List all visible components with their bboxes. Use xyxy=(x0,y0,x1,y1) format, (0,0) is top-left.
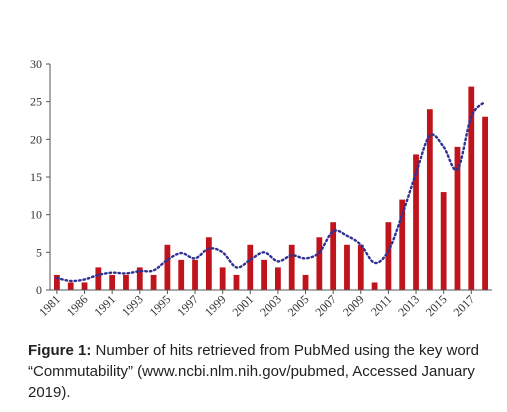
bar xyxy=(426,109,433,290)
x-tick-label: 2003 xyxy=(257,292,284,319)
x-tick-label: 2015 xyxy=(423,292,450,319)
bar xyxy=(54,274,60,290)
bar xyxy=(150,274,157,290)
y-tick-label: 25 xyxy=(30,95,42,109)
bar xyxy=(330,222,337,290)
y-tick-label: 20 xyxy=(30,132,42,146)
bar xyxy=(371,282,378,290)
bar xyxy=(316,237,323,290)
x-tick-label: 2011 xyxy=(368,292,395,319)
bar xyxy=(454,146,461,290)
bar xyxy=(192,259,198,290)
bar xyxy=(385,222,392,290)
x-tick-label: 2017 xyxy=(451,292,478,319)
bar xyxy=(178,259,185,290)
x-tick-label: 1993 xyxy=(119,292,146,319)
bar xyxy=(482,116,488,290)
bar xyxy=(219,267,226,290)
x-tick-label: 2005 xyxy=(285,292,312,319)
bar xyxy=(261,259,267,290)
bars xyxy=(54,86,488,290)
x-axis: 1981 1986 1991 1993 1995 1997 1999 2001 2003 2005… xyxy=(36,289,492,319)
y-tick-label: 5 xyxy=(36,245,42,259)
bar xyxy=(344,244,350,290)
x-tick-label: 2007 xyxy=(312,292,339,319)
trendline xyxy=(55,100,487,283)
bar xyxy=(233,274,240,290)
bar xyxy=(95,267,102,290)
bar xyxy=(136,267,143,290)
bar xyxy=(357,244,364,290)
y-tick-label: 30 xyxy=(30,57,42,71)
x-tick-label: 2001 xyxy=(230,292,257,319)
bar xyxy=(288,244,295,290)
trendline-path xyxy=(55,100,487,283)
bar xyxy=(302,274,309,290)
bar xyxy=(440,192,447,290)
bar xyxy=(123,274,129,290)
y-tick-label: 15 xyxy=(30,170,42,184)
bar xyxy=(109,274,116,290)
x-tick-label: 2009 xyxy=(340,292,367,319)
y-tick-label: 10 xyxy=(30,208,42,222)
x-tick-label: 1995 xyxy=(147,292,174,319)
caption-label: Figure 1: xyxy=(28,342,92,359)
figure-caption: Figure 1: Number of hits retrieved from … xyxy=(28,340,488,403)
caption-text: Number of hits retrieved from PubMed usi… xyxy=(28,342,480,401)
bar-chart: 0 5 10 15 20 25 30 1981 1986 1991 1993 1995 1997 199… xyxy=(30,57,492,319)
bar xyxy=(164,244,171,290)
y-tick-label: 0 xyxy=(36,283,42,297)
bar xyxy=(81,282,88,290)
bar xyxy=(468,86,475,290)
x-tick-label: 1997 xyxy=(174,292,201,319)
x-tick-label: 1986 xyxy=(64,292,91,319)
bar xyxy=(67,282,74,290)
x-tick-label: 2013 xyxy=(395,292,422,319)
bar xyxy=(205,237,212,290)
bar xyxy=(399,199,406,290)
x-tick-label: 1991 xyxy=(91,292,118,319)
bar xyxy=(275,267,281,290)
bar xyxy=(247,244,254,290)
bar xyxy=(413,154,419,290)
y-axis: 0 5 10 15 20 25 30 xyxy=(30,57,51,297)
x-tick-label: 1999 xyxy=(202,292,229,319)
